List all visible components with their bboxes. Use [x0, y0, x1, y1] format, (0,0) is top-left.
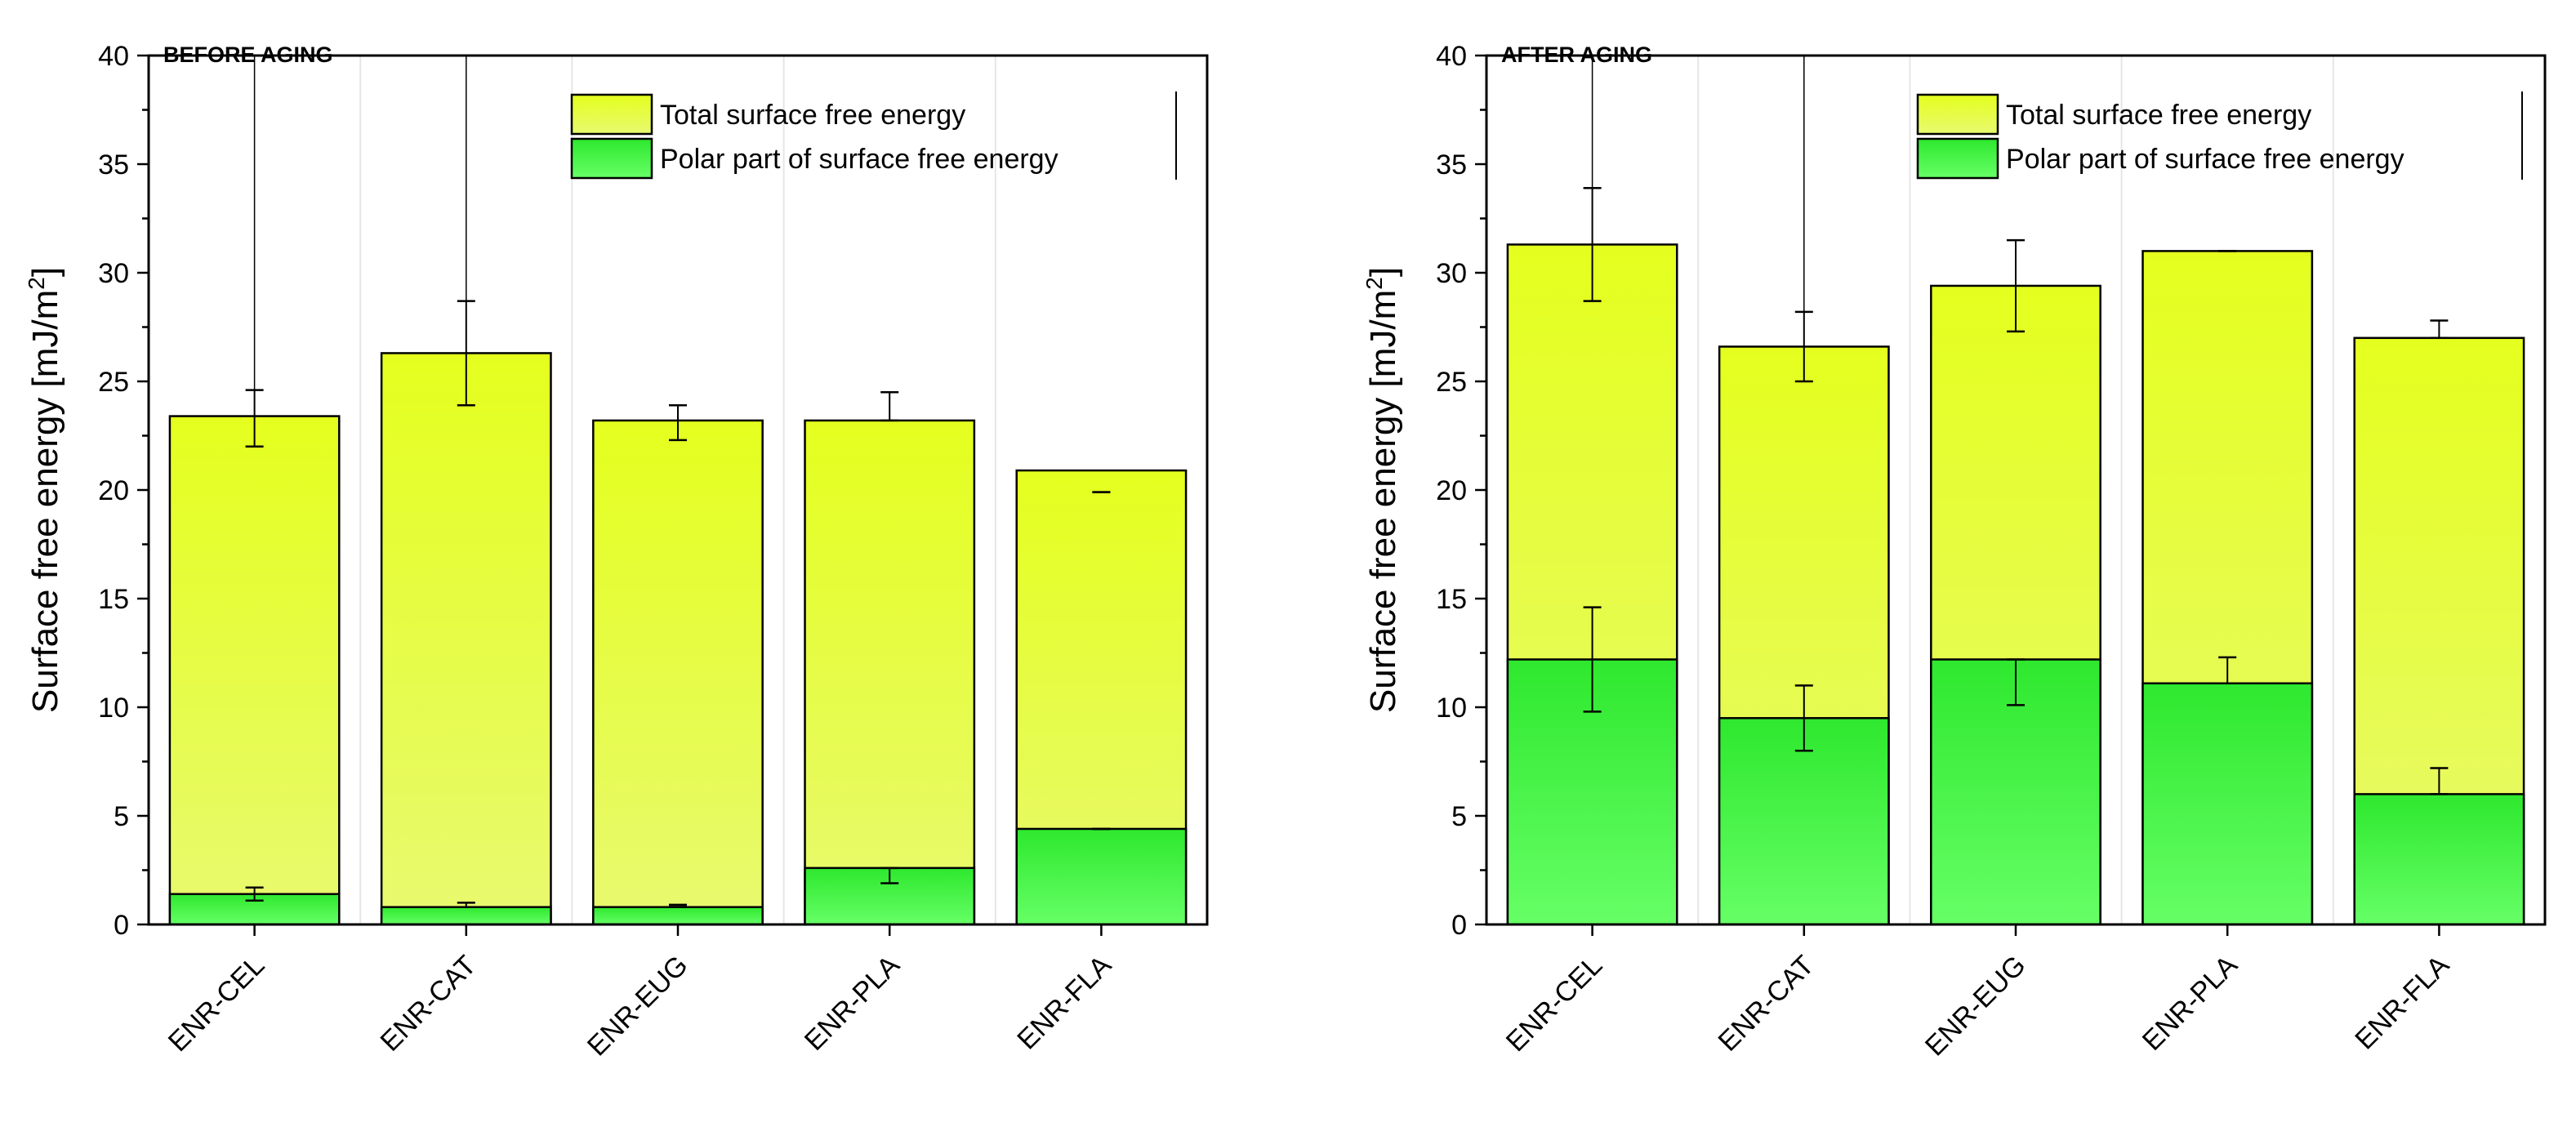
panel-title: AFTER AGING [1501, 42, 1652, 67]
legend-swatch-polar [570, 137, 653, 180]
y-tick-label: 0 [1451, 910, 1467, 941]
x-tick-label: ENR-CAT [1713, 950, 1821, 1058]
y-tick-label: 5 [1451, 801, 1467, 832]
panel-title: BEFORE AGING [163, 42, 333, 67]
legend-label-total: Total surface free energy [2006, 100, 2311, 131]
legend-swatch-polar [1916, 137, 1999, 180]
legend-label-polar: Polar part of surface free energy [2006, 144, 2404, 175]
y-tick-label: 10 [1436, 693, 1467, 724]
x-tick-label: ENR-PLA [799, 950, 906, 1057]
bar-total-enr-pla [804, 419, 976, 926]
x-tick-label: ENR-CEL [163, 950, 270, 1058]
y-axis-title-text: Surface free energy [mJ/m [25, 290, 65, 713]
legend-label-total: Total surface free energy [660, 100, 965, 131]
y-axis-title-end: ] [1363, 267, 1403, 277]
bar-total-enr-cat [380, 352, 552, 926]
legend-label-polar: Polar part of surface free energy [660, 144, 1058, 175]
y-tick-label: 15 [98, 584, 129, 615]
y-axis-title: Surface free energy [mJ/m2] [1362, 267, 1403, 713]
legend-swatch-total [1916, 93, 1999, 136]
y-axis-title-superscript: 2 [24, 277, 49, 290]
y-tick-label: 35 [98, 149, 129, 180]
bar-total-enr-eug [592, 419, 764, 926]
y-tick-label: 20 [1436, 475, 1467, 506]
legend: Total surface free energy Polar part of s… [570, 91, 1177, 180]
y-tick-label: 25 [98, 367, 129, 398]
y-tick-label: 5 [114, 801, 129, 832]
y-tick-label: 30 [98, 258, 129, 289]
x-tick-label: ENR-FLA [1011, 950, 1117, 1056]
x-tick-label: ENR-EUG [582, 950, 694, 1062]
y-tick-label: 10 [98, 693, 129, 724]
x-tick-label: ENR-FLA [2349, 950, 2455, 1056]
y-tick-label: 20 [98, 475, 129, 506]
legend: Total surface free energy Polar part of s… [1916, 91, 2523, 180]
y-tick-label: 35 [1436, 149, 1467, 180]
y-tick-label: 40 [1436, 41, 1467, 72]
bar-total-enr-cel [168, 415, 341, 926]
y-axis-title: Surface free energy [mJ/m2] [24, 267, 65, 713]
y-axis-title-text: Surface free energy [mJ/m [1363, 290, 1403, 713]
y-tick-label: 25 [1436, 367, 1467, 398]
x-tick-label: ENR-PLA [2137, 950, 2244, 1057]
y-tick-label: 15 [1436, 584, 1467, 615]
chart-panel-before-aging: 0 5 10 15 20 25 30 35 40 ENR-CEL ENR-CAT ENR-EUG ENR… [24, 41, 1209, 1062]
bar-polar-enr-fla [2353, 793, 2525, 926]
bar-polar-enr-pla [2141, 682, 2314, 926]
bar-polar-enr-fla [1015, 827, 1188, 926]
x-tick-label: ENR-CAT [375, 950, 483, 1058]
y-axis-title-end: ] [25, 267, 65, 277]
y-tick-label: 30 [1436, 258, 1467, 289]
y-tick-label: 0 [114, 910, 129, 941]
x-tick-label: ENR-EUG [1919, 950, 2032, 1062]
x-tick-label: ENR-CEL [1500, 950, 1608, 1058]
legend-swatch-total [570, 93, 653, 136]
y-tick-label: 40 [98, 41, 129, 72]
bar-polar-enr-cat [380, 906, 552, 926]
y-axis-title-superscript: 2 [1362, 277, 1387, 290]
bar-polar-enr-cat [1718, 717, 1890, 926]
chart-panel-after-aging: 0 5 10 15 20 25 30 35 40 ENR-CEL ENR-CAT ENR-EUG ENR… [1362, 41, 2547, 1062]
bar-polar-enr-eug [592, 906, 764, 926]
